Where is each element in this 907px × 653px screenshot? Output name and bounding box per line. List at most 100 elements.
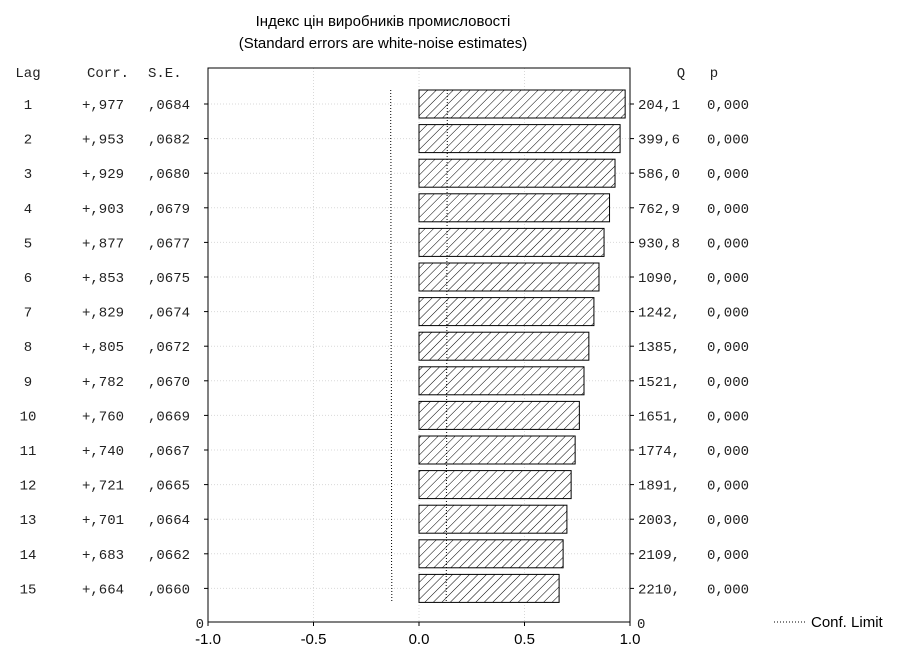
row-lag: 5 xyxy=(24,236,32,252)
row-se: ,0672 xyxy=(148,340,190,356)
row-se: ,0677 xyxy=(148,236,190,252)
row-q: 1891, xyxy=(638,479,680,495)
row-corr: +,877 xyxy=(82,236,124,252)
row-corr: +,805 xyxy=(82,340,124,356)
correlation-bars xyxy=(418,89,626,603)
row-lag: 14 xyxy=(20,548,37,564)
row-corr: +,853 xyxy=(82,271,124,287)
correlation-bar xyxy=(418,435,576,465)
row-p: 0,000 xyxy=(707,340,749,356)
row-q: 2210, xyxy=(638,582,680,598)
row-q: 2003, xyxy=(638,513,680,529)
row-p: 0,000 xyxy=(707,306,749,322)
row-lag: 2 xyxy=(24,133,32,149)
row-se: ,0684 xyxy=(148,98,190,114)
row-p: 0,000 xyxy=(707,236,749,252)
row-q: 930,8 xyxy=(638,236,680,252)
row-p: 0,000 xyxy=(707,479,749,495)
row-se: ,0674 xyxy=(148,306,190,322)
row-se: ,0669 xyxy=(148,409,190,425)
row-lag: 4 xyxy=(24,202,32,218)
row-corr: +,664 xyxy=(82,582,124,598)
row-se: ,0664 xyxy=(148,513,190,529)
table-rows: 1 +,977 ,0684 204,1 0,000 2 +,953 ,0682 399,6 0,0… xyxy=(20,98,749,598)
row-lag: 11 xyxy=(20,444,37,460)
row-p: 0,000 xyxy=(707,513,749,529)
row-p: 0,000 xyxy=(707,271,749,287)
row-q: 586,0 xyxy=(638,167,680,183)
row-p: 0,000 xyxy=(707,98,749,114)
row-q: 204,1 xyxy=(638,98,680,114)
row-se: ,0682 xyxy=(148,133,190,149)
row-q: 1385, xyxy=(638,340,680,356)
correlation-bar xyxy=(418,331,590,361)
correlation-bar xyxy=(418,539,564,569)
row-lag: 7 xyxy=(24,306,32,322)
row-p: 0,000 xyxy=(707,582,749,598)
row-lag: 12 xyxy=(20,479,37,495)
row-se: ,0680 xyxy=(148,167,190,183)
row-corr: +,760 xyxy=(82,409,124,425)
row-q: 1521, xyxy=(638,375,680,391)
row-p: 0,000 xyxy=(707,202,749,218)
chart-subtitle: (Standard errors are white-noise estimat… xyxy=(239,35,527,52)
correlation-bar xyxy=(418,124,621,154)
row-corr: +,701 xyxy=(82,513,124,529)
row-se: ,0665 xyxy=(148,479,190,495)
left-axis-zero-label: 0 xyxy=(196,617,204,633)
row-corr: +,683 xyxy=(82,548,124,564)
row-corr: +,903 xyxy=(82,202,124,218)
row-se: ,0670 xyxy=(148,375,190,391)
correlation-bar xyxy=(418,470,572,500)
correlation-bar xyxy=(418,262,600,292)
row-se: ,0662 xyxy=(148,548,190,564)
x-tick-label: 0.5 xyxy=(514,631,535,648)
correlation-bar xyxy=(418,366,585,396)
x-tick-label: 0.0 xyxy=(409,631,430,648)
row-p: 0,000 xyxy=(707,548,749,564)
row-q: 2109, xyxy=(638,548,680,564)
row-lag: 6 xyxy=(24,271,32,287)
legend-conf-limit-label: Conf. Limit xyxy=(811,614,884,631)
row-p: 0,000 xyxy=(707,167,749,183)
row-corr: +,721 xyxy=(82,479,124,495)
correlation-bar xyxy=(418,297,595,327)
header-p: p xyxy=(710,66,718,82)
correlation-bar xyxy=(418,504,568,534)
row-corr: +,929 xyxy=(82,167,124,183)
row-se: ,0660 xyxy=(148,582,190,598)
row-corr: +,977 xyxy=(82,98,124,114)
legend: Conf. Limit xyxy=(774,614,884,631)
header-corr: Corr. xyxy=(87,66,129,82)
correlation-bar xyxy=(418,89,626,119)
row-q: 1651, xyxy=(638,409,680,425)
row-p: 0,000 xyxy=(707,375,749,391)
x-tick-label: 1.0 xyxy=(620,631,641,648)
correlation-bar xyxy=(418,573,560,603)
row-lag: 13 xyxy=(20,513,37,529)
right-axis-zero-label: 0 xyxy=(637,617,645,633)
x-axis-ticks: -1.0 -0.5 0.0 0.5 1.0 xyxy=(195,622,640,648)
row-corr: +,740 xyxy=(82,444,124,460)
row-corr: +,782 xyxy=(82,375,124,391)
row-q: 1090, xyxy=(638,271,680,287)
correlation-bar xyxy=(418,193,611,223)
row-lag: 10 xyxy=(20,409,37,425)
row-q: 399,6 xyxy=(638,133,680,149)
header-lag: Lag xyxy=(15,66,40,82)
row-q: 1774, xyxy=(638,444,680,460)
correlation-bar xyxy=(418,400,580,430)
row-p: 0,000 xyxy=(707,409,749,425)
row-corr: +,829 xyxy=(82,306,124,322)
correlation-bar xyxy=(418,158,616,188)
row-lag: 1 xyxy=(24,98,32,114)
correlation-bar xyxy=(418,227,605,257)
x-tick-label: -0.5 xyxy=(301,631,327,648)
row-se: ,0667 xyxy=(148,444,190,460)
row-q: 1242, xyxy=(638,306,680,322)
row-p: 0,000 xyxy=(707,444,749,460)
row-lag: 8 xyxy=(24,340,32,356)
header-q: Q xyxy=(677,66,685,82)
row-se: ,0675 xyxy=(148,271,190,287)
